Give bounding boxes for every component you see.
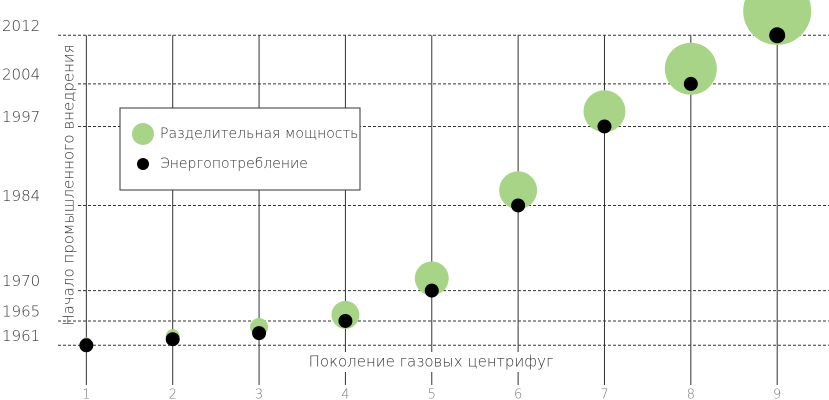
y-tick-label: 1961 [2,327,40,345]
x-tick-label: 6 [514,388,522,400]
marks [79,0,812,353]
bubble [583,90,626,133]
grid: 1 2 3 4 5 6 7 8 9 1961 1965 1970 1984 1997 2004 2012 [2,17,829,400]
x-tick-label: 5 [428,388,436,400]
y-tick-label: 2012 [2,17,40,35]
bubble [511,198,526,213]
x-label-bg [300,352,562,372]
x-tick-label: 9 [773,388,781,400]
x-tick-label: 2 [169,388,177,400]
x-tick-label: 7 [600,388,608,400]
bubble [424,283,439,298]
x-axis-label: Поколение газовых центрифуг [309,353,554,371]
y-tick-label: 1997 [2,108,40,126]
x-tick-label: 8 [687,388,695,400]
legend-swatch [137,158,149,170]
legend: Разделительная мощность Энергопотребление [132,123,358,172]
y-label-bg [58,40,78,320]
bubble [79,338,94,353]
legend-swatch [132,123,154,145]
bubble [743,0,812,45]
bubble [597,119,612,134]
bubble [769,27,786,44]
bubble [414,261,449,296]
bubble [499,171,538,210]
y-tick-label: 1965 [2,302,40,320]
legend-box [119,107,361,191]
bubble [664,42,717,95]
x-tick-label: 1 [82,388,90,400]
y-tick-label: 1970 [2,272,40,290]
legend-label: Разделительная мощность [160,126,358,142]
bubble [252,326,267,341]
y-axis-label: Начало промышленного внедрения [60,44,78,325]
x-tick-label: 3 [255,388,263,400]
bubble [165,332,180,347]
x-tick-label: 4 [341,388,349,400]
y-tick-label: 1984 [2,187,40,205]
bubble [338,313,353,328]
legend-label: Энергопотребление [160,156,308,172]
bubble [683,76,698,91]
y-tick-label: 2004 [2,65,40,83]
